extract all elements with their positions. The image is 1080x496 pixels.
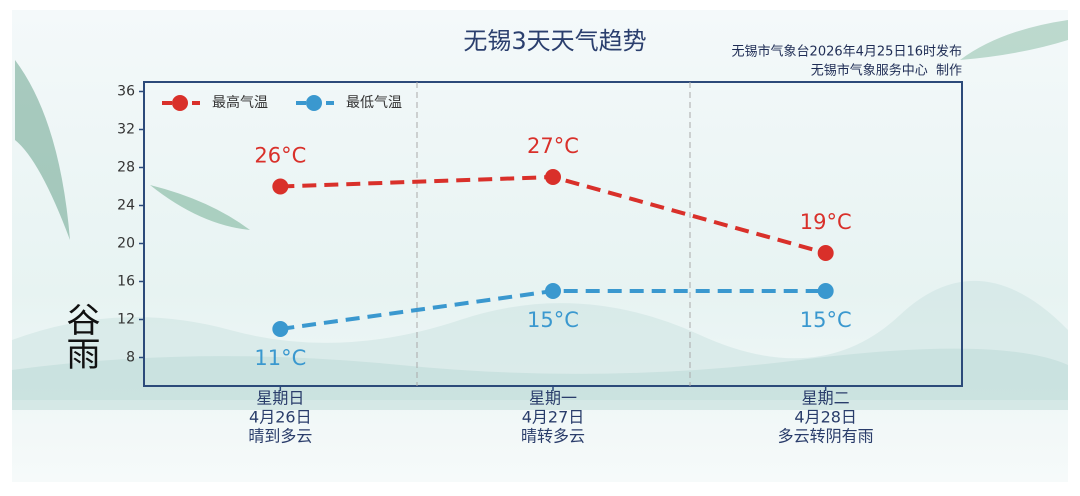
x-tick-label: 星期日 bbox=[256, 389, 304, 408]
x-tick-label: 多云转阴有雨 bbox=[778, 427, 874, 446]
point bbox=[272, 321, 289, 337]
data-label: 11°C bbox=[254, 346, 306, 370]
y-tick-label: 20 bbox=[117, 236, 135, 252]
point bbox=[817, 283, 834, 299]
y-tick-label: 28 bbox=[117, 160, 135, 176]
y-tick-label: 36 bbox=[117, 84, 135, 100]
y-tick-label: 24 bbox=[117, 198, 135, 214]
subtitle: 无锡市气象台2026年4月25日16时发布 bbox=[732, 44, 962, 60]
y-tick-label: 8 bbox=[126, 350, 135, 366]
legend-marker bbox=[306, 95, 322, 111]
point bbox=[545, 169, 561, 185]
chart-title: 无锡3天天气趋势 bbox=[463, 27, 646, 55]
subtitle: 无锡市气象服务中心 制作 bbox=[811, 63, 962, 79]
point bbox=[545, 283, 561, 299]
data-label: 27°C bbox=[527, 134, 579, 158]
x-tick-label: 4月28日 bbox=[794, 408, 857, 427]
point bbox=[272, 178, 289, 195]
point bbox=[817, 245, 834, 261]
data-label: 26°C bbox=[254, 144, 306, 168]
x-tick-label: 晴转多云 bbox=[521, 427, 585, 446]
y-tick-label: 12 bbox=[117, 312, 135, 328]
x-tick-label: 晴到多云 bbox=[248, 427, 312, 446]
logo: 谷雨 bbox=[60, 302, 100, 370]
bamboo-leaf bbox=[960, 20, 1068, 60]
y-tick-label: 32 bbox=[117, 122, 135, 138]
legend-label: 最低气温 bbox=[346, 95, 402, 111]
x-tick-label: 4月26日 bbox=[249, 408, 312, 427]
y-tick-label: 16 bbox=[117, 274, 135, 290]
bamboo-leaf bbox=[15, 60, 70, 240]
x-tick-label: 4月27日 bbox=[522, 408, 585, 427]
data-label: 15°C bbox=[527, 308, 579, 332]
data-label: 15°C bbox=[800, 308, 852, 332]
data-label: 19°C bbox=[800, 210, 852, 234]
x-tick-label: 星期二 bbox=[802, 389, 850, 408]
bamboo-leaf bbox=[150, 185, 250, 230]
legend-label: 最高气温 bbox=[212, 94, 268, 111]
x-tick-label: 星期一 bbox=[529, 389, 577, 408]
legend-marker bbox=[172, 95, 188, 111]
mountains bbox=[12, 348, 1068, 410]
